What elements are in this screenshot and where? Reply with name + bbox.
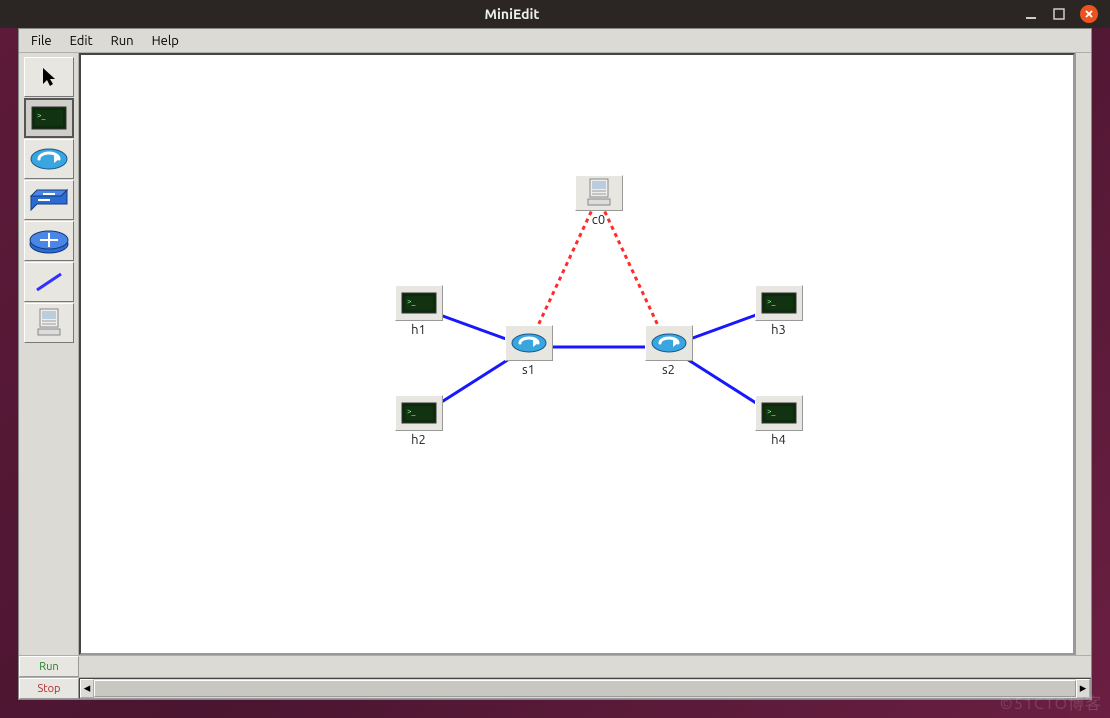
node-s1[interactable]: s1 [501, 325, 556, 377]
node-h4[interactable]: >_ h4 [751, 395, 806, 447]
node-label: h3 [771, 321, 786, 337]
host-icon: >_ [30, 105, 68, 131]
close-button[interactable] [1080, 5, 1098, 23]
watermark: ©51CTO博客 [1000, 690, 1102, 714]
menu-help[interactable]: Help [144, 32, 187, 50]
node-h3[interactable]: >_ h3 [751, 285, 806, 337]
node-h2[interactable]: >_ h2 [391, 395, 446, 447]
switch-icon [645, 325, 693, 361]
window-title: MiniEdit [0, 6, 1024, 22]
node-c0[interactable]: c0 [571, 175, 626, 227]
scroll-thumb[interactable] [94, 680, 1076, 697]
host-icon: >_ [395, 285, 443, 321]
tool-controller[interactable] [24, 303, 74, 343]
controller-icon [575, 175, 623, 211]
tool-palette: >_ [19, 53, 79, 655]
bottom-row-run: Run [19, 655, 1091, 677]
menu-run[interactable]: Run [103, 32, 142, 50]
tool-link[interactable] [24, 262, 74, 302]
link-icon [31, 268, 67, 296]
svg-text:>_: >_ [37, 111, 46, 120]
menu-file[interactable]: File [23, 32, 60, 50]
host-icon: >_ [755, 285, 803, 321]
topology-canvas[interactable]: c0 s1 s2 >_ h1 >_ h2 >_ h3 >_ h4 [79, 53, 1075, 655]
tool-select[interactable] [24, 57, 74, 97]
cursor-icon [40, 66, 58, 88]
node-label: c0 [592, 211, 605, 227]
menu-edit[interactable]: Edit [62, 32, 101, 50]
app-window: File Edit Run Help >_ [18, 28, 1092, 700]
menubar: File Edit Run Help [19, 29, 1091, 53]
tool-legacy-router[interactable] [24, 221, 74, 261]
node-label: h4 [771, 431, 786, 447]
stop-button[interactable]: Stop [19, 678, 79, 699]
run-button[interactable]: Run [19, 656, 79, 677]
controller-icon [32, 307, 66, 339]
host-icon: >_ [755, 395, 803, 431]
horizontal-scrollbar[interactable]: ◂ ▸ [79, 678, 1091, 699]
svg-text:>_: >_ [767, 407, 776, 416]
node-h1[interactable]: >_ h1 [391, 285, 446, 337]
node-label: s1 [522, 361, 535, 377]
legacy-switch-icon [28, 186, 70, 214]
svg-text:>_: >_ [407, 407, 416, 416]
svg-text:>_: >_ [767, 297, 776, 306]
legacy-router-icon [28, 227, 70, 255]
tool-switch[interactable] [24, 139, 74, 179]
svg-text:>_: >_ [407, 297, 416, 306]
node-s2[interactable]: s2 [641, 325, 696, 377]
maximize-button[interactable] [1052, 7, 1066, 21]
main-row: >_ c0 s1 s2 >_ h1 >_ h2 >_ h3 >_ h4 [19, 53, 1091, 655]
links-layer [81, 55, 1073, 653]
minimize-button[interactable] [1024, 7, 1038, 21]
canvas-wrap: c0 s1 s2 >_ h1 >_ h2 >_ h3 >_ h4 [79, 53, 1091, 655]
tool-host[interactable]: >_ [24, 98, 74, 138]
node-label: s2 [662, 361, 675, 377]
node-label: h2 [411, 431, 426, 447]
switch-icon [29, 144, 69, 174]
scroll-left-arrow[interactable]: ◂ [80, 679, 94, 698]
vertical-scrollbar[interactable] [1075, 53, 1091, 655]
tool-legacy-switch[interactable] [24, 180, 74, 220]
host-icon: >_ [395, 395, 443, 431]
window-controls [1024, 5, 1110, 23]
bottom-row-stop: Stop ◂ ▸ [19, 677, 1091, 699]
switch-icon [505, 325, 553, 361]
titlebar: MiniEdit [0, 0, 1110, 28]
node-label: h1 [411, 321, 426, 337]
